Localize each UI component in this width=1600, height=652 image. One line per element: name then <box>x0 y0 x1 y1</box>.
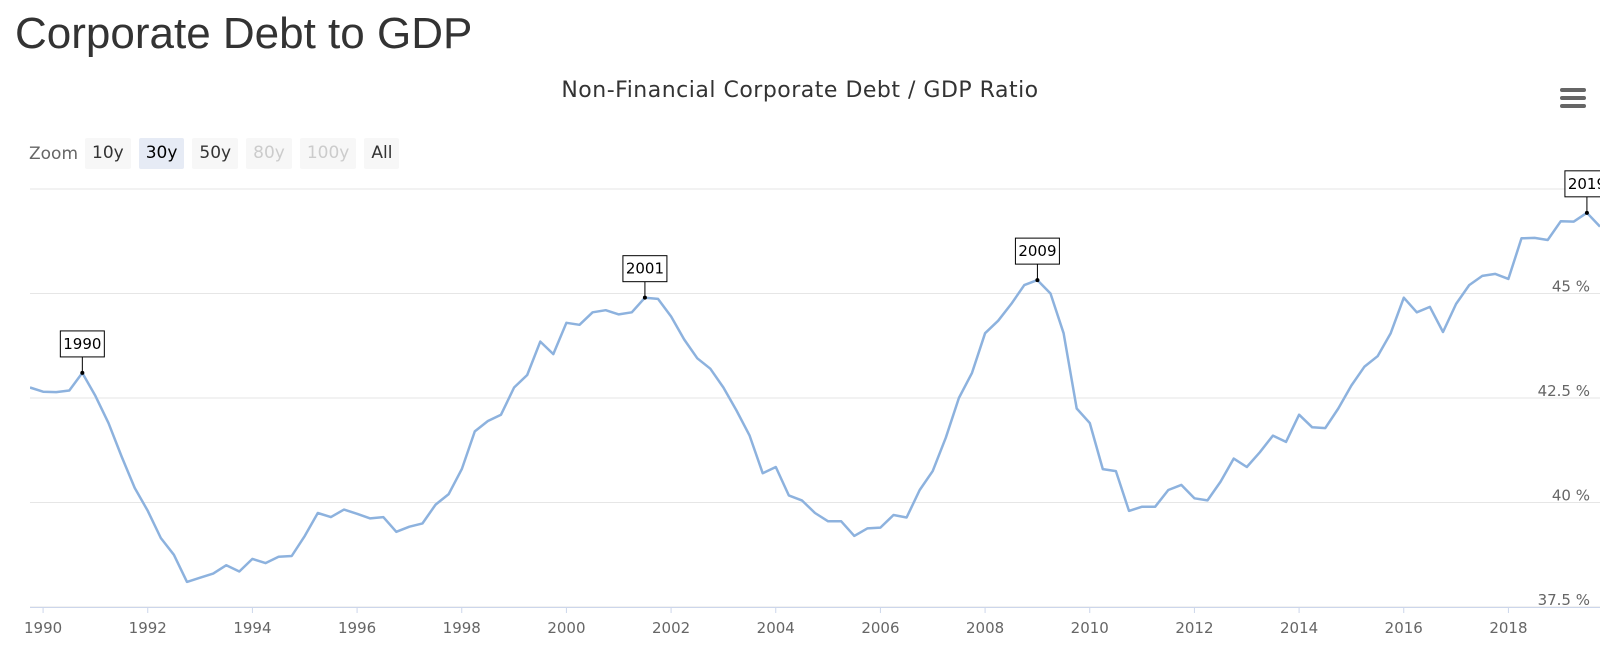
x-tick-label: 2014 <box>1280 619 1318 637</box>
zoom-30y-button[interactable]: 30y <box>138 138 185 169</box>
x-tick-label: 1994 <box>233 619 271 637</box>
zoom-10y-button[interactable]: 10y <box>85 138 131 169</box>
x-tick-label: 2000 <box>547 619 585 637</box>
zoom-all-button[interactable]: All <box>364 138 400 169</box>
flag-label: 2001 <box>626 260 664 278</box>
x-tick-label: 1992 <box>129 619 167 637</box>
zoom-selector: Zoom 10y 30y 50y 80y 100y All <box>29 138 407 169</box>
zoom-50y-button[interactable]: 50y <box>192 138 239 169</box>
annotation-flag: 1990 <box>59 330 105 375</box>
flag-point <box>1035 278 1040 283</box>
chart-title: Non-Financial Corporate Debt / GDP Ratio <box>561 78 1039 103</box>
zoom-80y-button: 80y <box>246 138 292 169</box>
series-line <box>30 211 1600 584</box>
y-tick-label: 40 % <box>1552 487 1590 505</box>
page-title: Corporate Debt to GDP <box>15 9 473 58</box>
zoom-label: Zoom <box>29 143 79 164</box>
x-tick-label: 2018 <box>1489 619 1527 637</box>
x-tick-label: 1998 <box>443 619 481 637</box>
flag-point <box>1584 210 1589 215</box>
x-tick-label: 1996 <box>338 619 376 637</box>
annotation-flag: 2001 <box>622 255 668 300</box>
x-tick-label: 2002 <box>652 619 690 637</box>
x-tick-label: 2010 <box>1071 619 1109 637</box>
y-tick-label: 37.5 % <box>1538 591 1590 609</box>
y-tick-label: 45 % <box>1552 278 1590 296</box>
hamburger-menu-icon[interactable] <box>1560 88 1586 112</box>
y-tick-label: 42.5 % <box>1538 382 1590 400</box>
flag-point <box>642 295 647 300</box>
flag-box <box>1564 170 1600 198</box>
annotation-flag: 2019 <box>1564 170 1600 215</box>
x-tick-label: 2016 <box>1385 619 1423 637</box>
x-tick-label: 1990 <box>24 619 62 637</box>
x-tick-label: 2004 <box>757 619 795 637</box>
x-tick-label: 2012 <box>1175 619 1213 637</box>
flag-label: 2019 <box>1568 175 1600 193</box>
flag-label: 1990 <box>63 335 101 353</box>
zoom-100y-button[interactable]: 100y <box>299 138 357 169</box>
x-tick-label: 2008 <box>966 619 1004 637</box>
flag-box <box>59 330 105 358</box>
x-tick-label: 2006 <box>861 619 899 637</box>
flag-box <box>1014 237 1060 265</box>
flag-box <box>622 255 668 283</box>
annotation-flag: 2009 <box>1014 237 1060 283</box>
flag-label: 2009 <box>1018 242 1056 260</box>
flag-point <box>80 370 85 375</box>
